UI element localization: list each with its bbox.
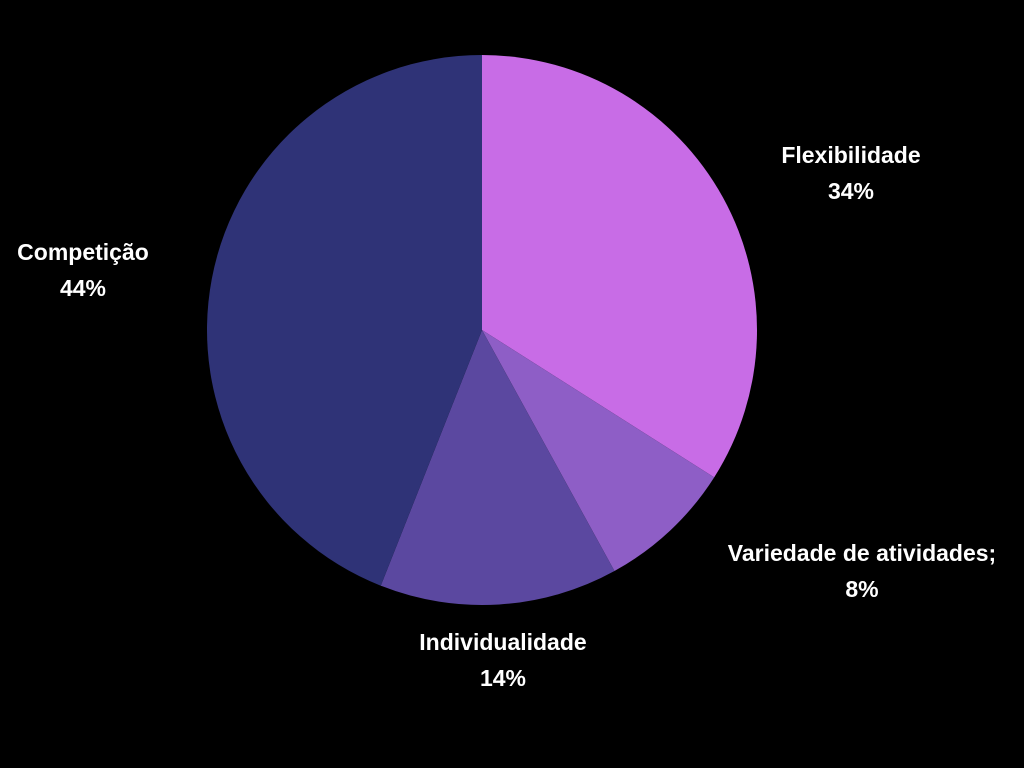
slice-label-value-2: 14% [480,665,526,691]
pie-slice-0 [482,55,757,478]
pie-slices [207,55,757,605]
pie-slice-2 [380,330,615,605]
pie-labels: Flexibilidade 34% Variedade de atividades;… [17,142,996,691]
slice-label-name-2: Individualidade [419,629,586,655]
slice-label-value-1: 8% [845,576,878,602]
slice-label-value-3: 44% [60,275,106,301]
pie-slice-3 [207,55,482,586]
slice-label-value-0: 34% [828,178,874,204]
slice-label-name-1: Variedade de atividades; [728,540,996,566]
pie-slice-1 [482,330,715,571]
slice-label-name-0: Flexibilidade [781,142,920,168]
slice-label-name-3: Competição [17,239,149,265]
